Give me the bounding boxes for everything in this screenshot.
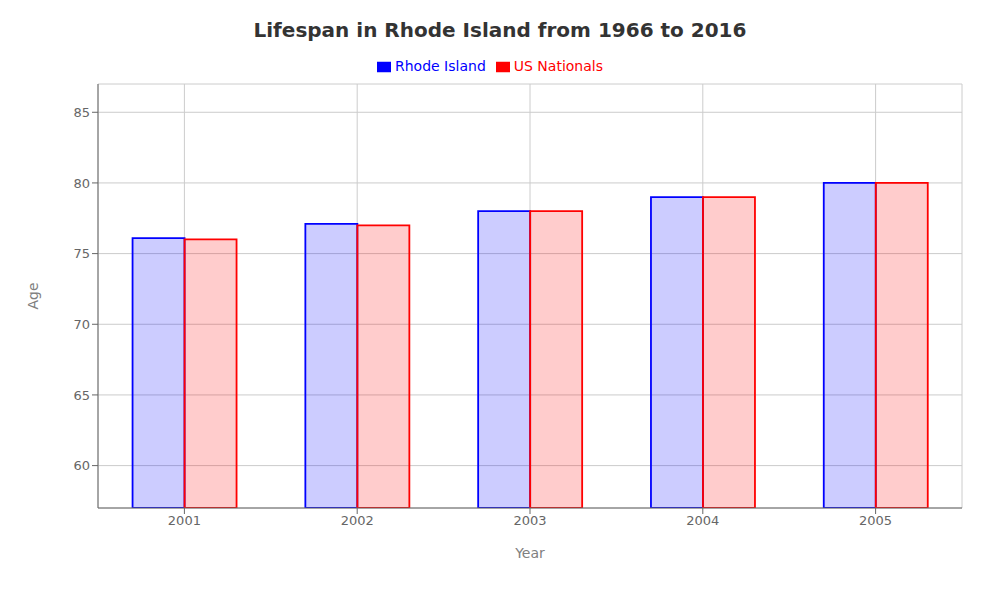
svg-text:Year: Year (514, 545, 545, 561)
svg-text:80: 80 (73, 176, 90, 191)
svg-text:70: 70 (73, 317, 90, 332)
html-text:US Nationals: US Nationals (513, 58, 603, 74)
svg-text:85: 85 (73, 105, 90, 120)
svg-text:Age: Age (25, 282, 41, 309)
svg-text:2001: 2001 (168, 513, 201, 528)
svg-text:2002: 2002 (341, 513, 374, 528)
svg-text:65: 65 (73, 388, 90, 403)
svg-text:2005: 2005 (859, 513, 892, 528)
svg-text:75: 75 (73, 246, 90, 261)
svg-text:2004: 2004 (686, 513, 719, 528)
html-text:Rhode Island: Rhode Island (395, 58, 486, 74)
svg-text:2003: 2003 (513, 513, 546, 528)
html-text:Lifespan in Rhode Island from: Lifespan in Rhode Island from 1966 to 20… (253, 18, 747, 42)
svg-text:60: 60 (73, 458, 90, 473)
